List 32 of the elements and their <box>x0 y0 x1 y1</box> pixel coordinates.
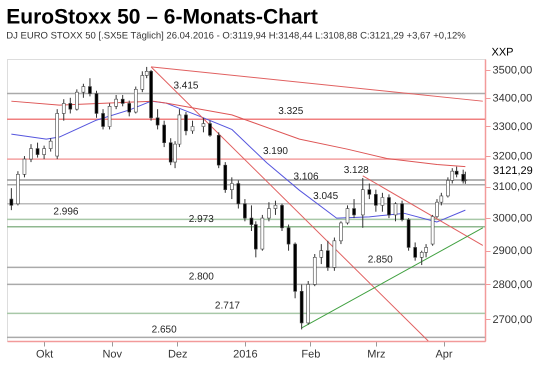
x-tick-label: 2016 <box>233 348 258 360</box>
y-tick-label: 2900,00 <box>492 245 532 258</box>
chart-title: EuroStoxx 50 – 6-Monats-Chart <box>6 6 318 28</box>
annotation: 2.996 <box>53 206 79 218</box>
annotation: 3.106 <box>294 172 319 183</box>
annotation: 3.045 <box>313 190 339 202</box>
chart-subtitle: DJ EURO STOXX 50 [.SX5E Täglich] 26.04.2016 - O:3119,94 H:3148,44 L:3108,88 C:3121,29 +3,67 +0,12% <box>6 30 466 42</box>
y-tick-label: 3000,00 <box>492 212 532 225</box>
y-tick-label: 2800,00 <box>492 278 532 291</box>
x-tick-label: Apr <box>435 348 453 360</box>
ref-line-label: 3121,29 <box>493 165 533 178</box>
x-tick-label: Okt <box>36 348 54 360</box>
annotation: 3.190 <box>262 146 288 158</box>
x-tick-label: Feb <box>301 348 320 360</box>
annotation: 3.325 <box>278 106 304 118</box>
y-tick-label: 3500,00 <box>492 64 532 76</box>
y-tick-label: 2700,00 <box>492 314 532 326</box>
x-tick-label: Nov <box>102 348 123 360</box>
x-tick-label: Dez <box>168 348 188 360</box>
annotation: 2.717 <box>214 300 240 312</box>
annotation: 3.415 <box>173 80 199 92</box>
annotation: 3.128 <box>344 164 370 176</box>
y-tick-label: 3300,00 <box>492 120 532 133</box>
y-tick-label: 3100,00 <box>492 181 532 194</box>
y-tick-label: 3200,00 <box>492 150 532 163</box>
y-tick-label: 3400,00 <box>492 92 532 104</box>
x-tick-label: Mrz <box>367 348 386 360</box>
annotation: 2.650 <box>152 324 178 336</box>
y-axis-title: XXP <box>492 46 514 58</box>
annotation: 2.973 <box>188 214 214 225</box>
annotation: 2.800 <box>188 271 214 282</box>
annotation: 2.850 <box>368 254 394 266</box>
